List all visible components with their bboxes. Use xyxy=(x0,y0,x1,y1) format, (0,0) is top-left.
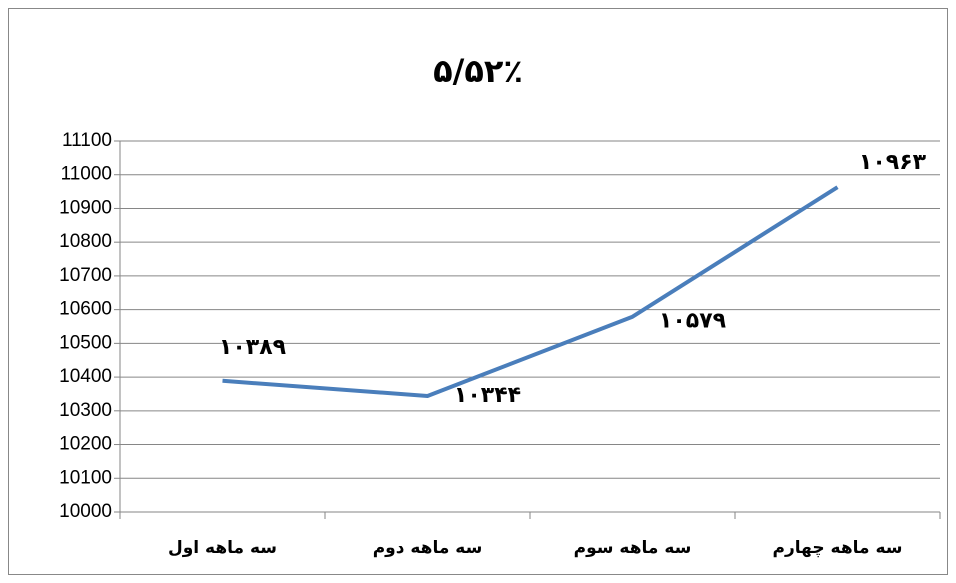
data-label: ۱۰۳۸۹ xyxy=(219,335,286,360)
y-tick-label: 10900 xyxy=(59,197,112,218)
y-tick-label: 11100 xyxy=(62,130,112,151)
data-label: ۱۰۳۴۴ xyxy=(454,383,521,408)
y-tick-label: 11000 xyxy=(61,164,112,185)
x-tick-label: سه ماهه دوم xyxy=(373,538,483,558)
chart-title: ۵/۵۲٪ xyxy=(433,52,523,90)
x-tick-label: سه ماهه سوم xyxy=(574,538,692,558)
x-tick-label: سه ماهه چهارم xyxy=(773,538,903,558)
x-tick-label: سه ماهه اول xyxy=(168,538,277,558)
y-tick-label: 10700 xyxy=(59,265,112,286)
y-tick-label: 10300 xyxy=(59,400,112,421)
y-tick-label: 10400 xyxy=(59,366,112,387)
y-tick-label: 10000 xyxy=(59,501,112,522)
y-tick-label: 10600 xyxy=(59,299,112,320)
chart-border xyxy=(8,8,948,575)
data-label: ۱۰۹۶۳ xyxy=(859,150,927,175)
data-label: ۱۰۵۷۹ xyxy=(659,309,726,334)
y-tick-label: 10500 xyxy=(59,332,112,353)
y-tick-label: 10100 xyxy=(59,467,112,488)
y-tick-label: 10200 xyxy=(59,434,112,455)
line xyxy=(222,185,839,398)
y-tick-label: 10800 xyxy=(59,231,112,252)
